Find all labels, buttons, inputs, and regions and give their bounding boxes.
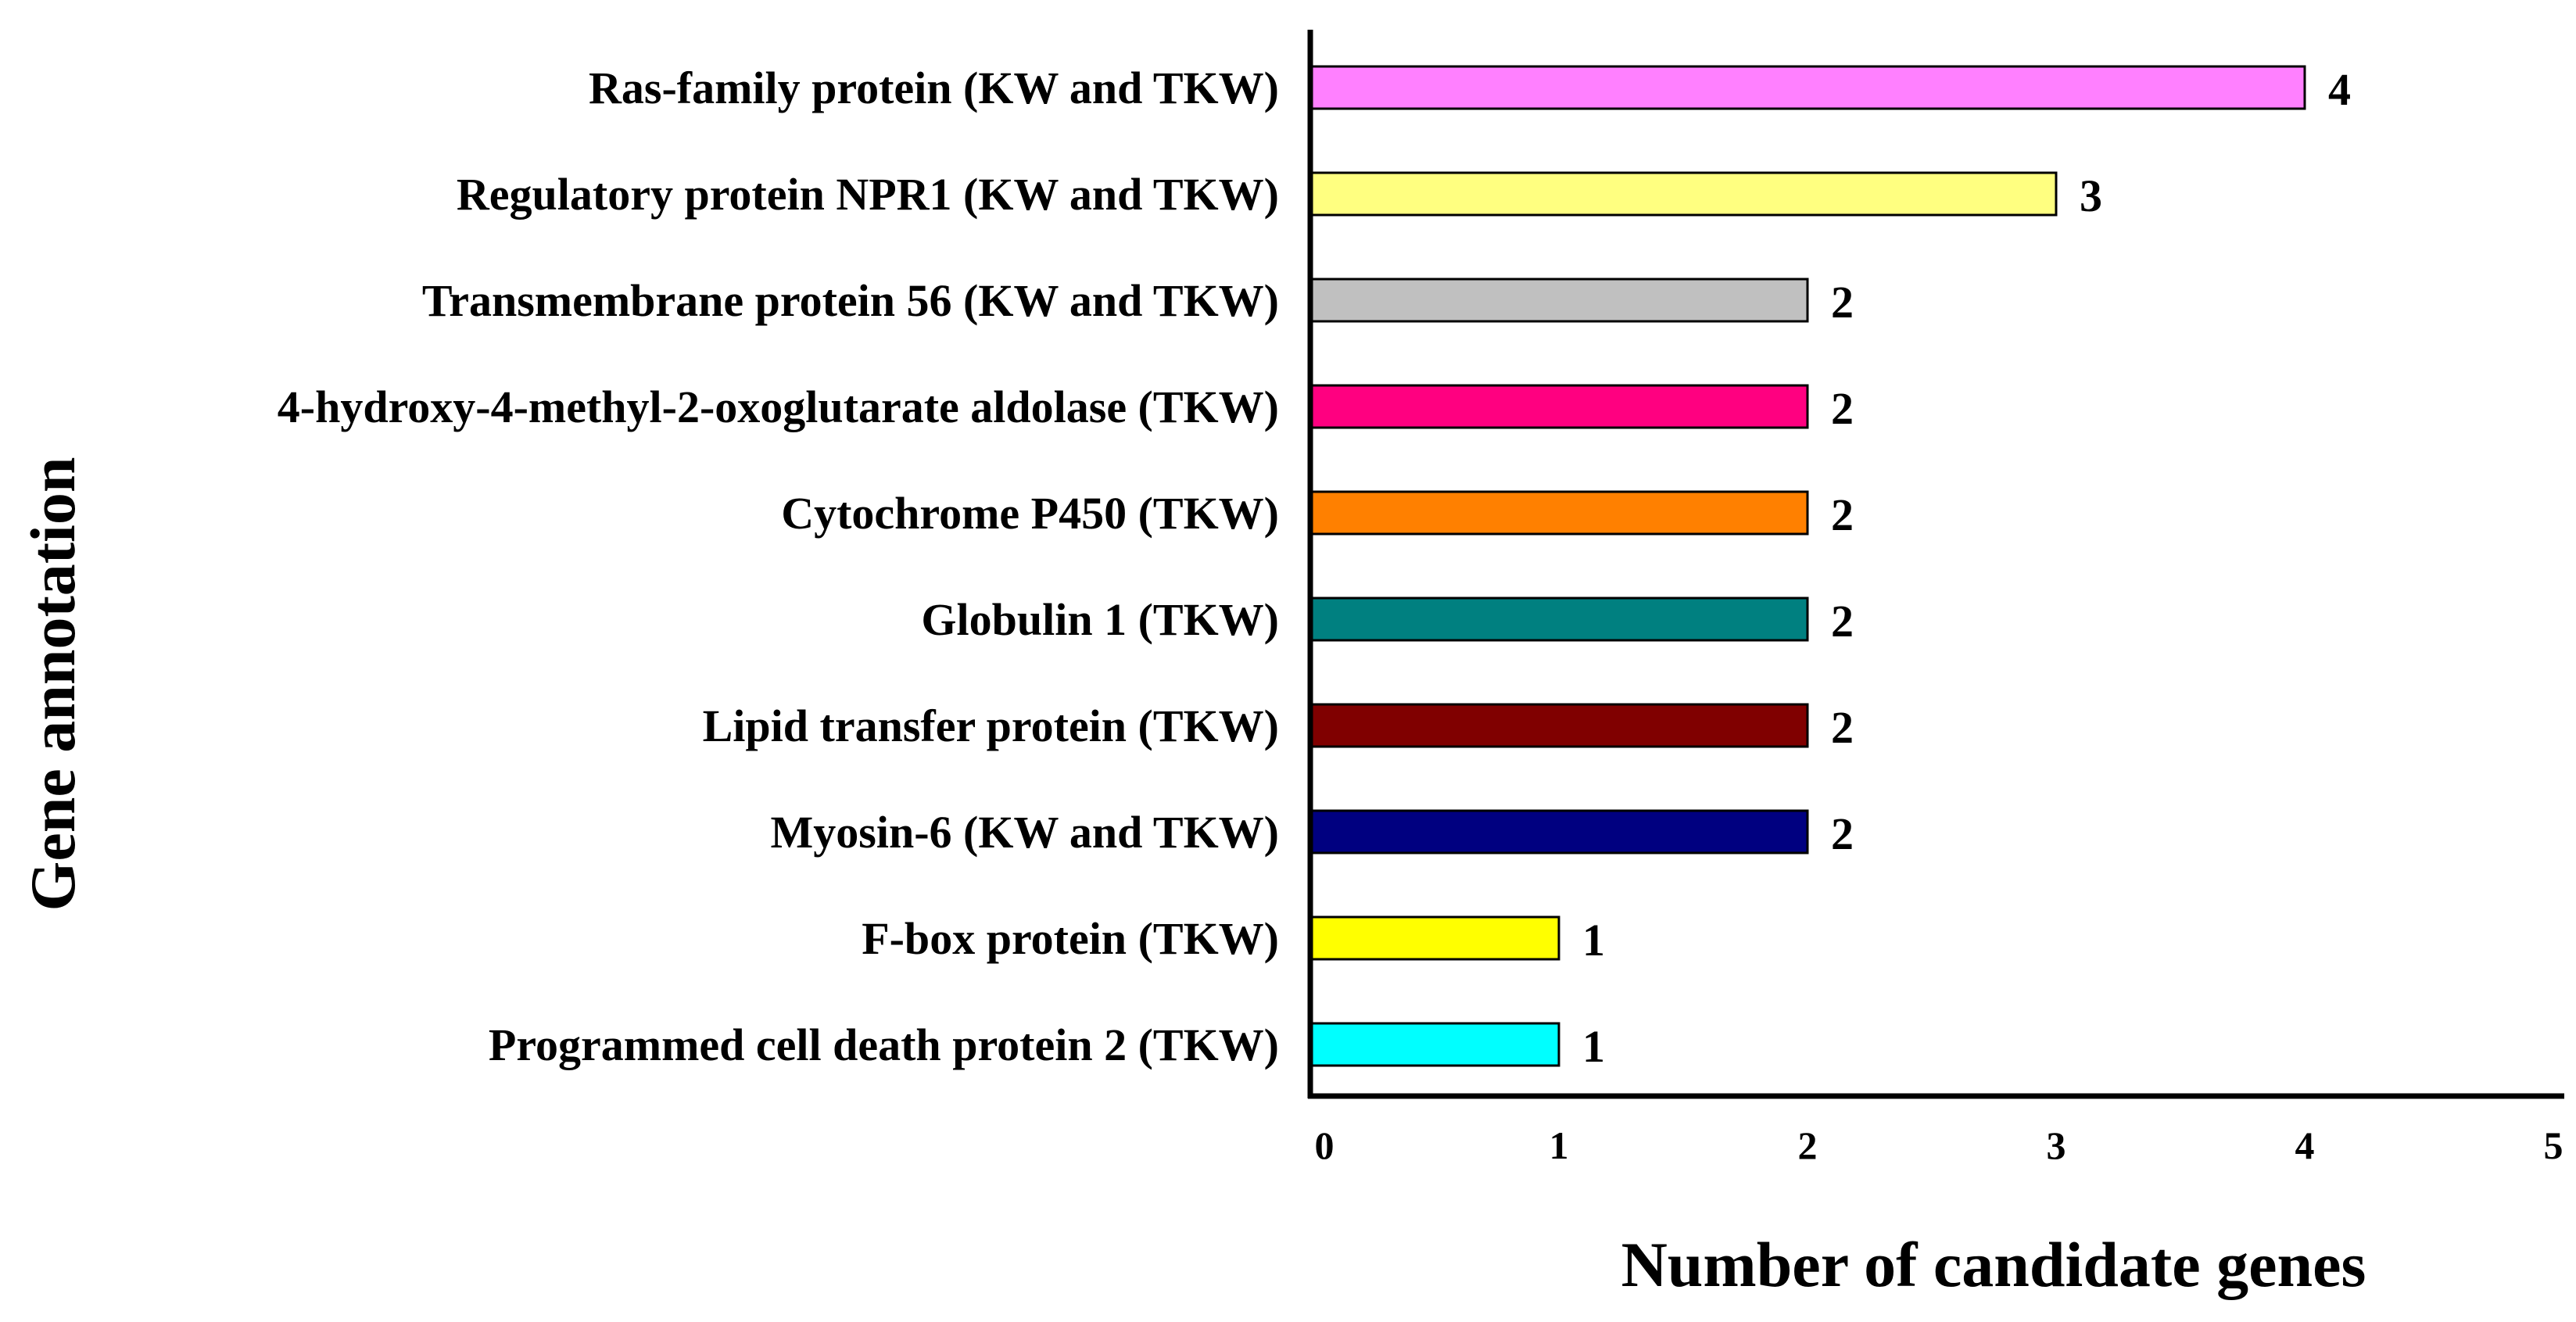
- value-label: 4: [2328, 64, 2351, 115]
- value-label: 2: [1831, 489, 1854, 540]
- bar: [1309, 278, 1809, 323]
- category-label: 4-hydroxy-4-methyl-2-oxoglutarate aldola…: [278, 382, 1279, 432]
- x-tick-label: 3: [2047, 1123, 2066, 1167]
- bar: [1309, 490, 1809, 536]
- value-label: 2: [1831, 808, 1854, 859]
- value-label: 1: [1582, 915, 1605, 966]
- x-tick-label: 4: [2295, 1123, 2315, 1167]
- bar: [1309, 703, 1809, 748]
- category-label: F-box protein (TKW): [862, 913, 1279, 964]
- category-label: Programmed cell death protein 2 (TKW): [489, 1019, 1279, 1070]
- category-label: Cytochrome P450 (TKW): [781, 488, 1279, 539]
- x-tick-label: 5: [2544, 1123, 2563, 1167]
- x-tick-label: 1: [1550, 1123, 1569, 1167]
- bar: [1309, 384, 1809, 429]
- bar: [1309, 65, 2306, 110]
- category-label: Myosin-6 (KW and TKW): [771, 807, 1279, 858]
- category-label: Globulin 1 (TKW): [921, 594, 1279, 645]
- bar: [1309, 809, 1809, 854]
- value-labels: 4 3 2 2 2 2 2 2 1 1: [1582, 64, 2351, 1072]
- x-tick-label: 0: [1315, 1123, 1335, 1167]
- category-label: Lipid transfer protein (TKW): [703, 700, 1279, 751]
- x-axis-title: Number of candidate genes: [1621, 1229, 2366, 1300]
- x-axis-ticks: 0 1 2 3 4 5: [1315, 1123, 2563, 1167]
- value-label: 1: [1582, 1021, 1605, 1072]
- y-axis-title: Gene annotation: [17, 457, 88, 912]
- bar: [1309, 1022, 1560, 1067]
- category-label: Ras-family protein (KW and TKW): [589, 63, 1279, 113]
- value-label: 2: [1831, 596, 1854, 647]
- value-label: 2: [1831, 383, 1854, 434]
- bar: [1309, 597, 1809, 642]
- bar: [1309, 171, 2058, 217]
- bars-layer: [1309, 65, 2306, 1067]
- category-label: Regulatory protein NPR1 (KW and TKW): [457, 169, 1279, 220]
- value-label: 3: [2080, 170, 2102, 221]
- category-label: Transmembrane protein 56 (KW and TKW): [422, 275, 1279, 326]
- value-label: 2: [1831, 277, 1854, 328]
- value-label: 2: [1831, 702, 1854, 753]
- category-labels: Ras-family protein (KW and TKW) Regulator…: [278, 63, 1279, 1070]
- bar: [1309, 915, 1560, 961]
- x-tick-label: 2: [1798, 1123, 1818, 1167]
